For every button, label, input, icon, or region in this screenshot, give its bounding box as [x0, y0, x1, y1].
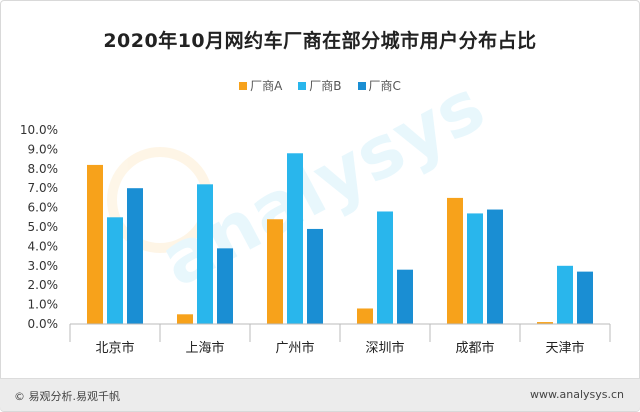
x-category-label: 上海市: [185, 340, 224, 356]
x-category-label: 北京市: [95, 340, 134, 356]
y-tick-label: 0.0%: [28, 317, 59, 331]
legend-label-b: 厂商B: [309, 79, 342, 93]
x-category-label: 深圳市: [365, 340, 404, 356]
legend-label-a: 厂商A: [250, 79, 283, 93]
bar-厂商B-上海市: [197, 184, 213, 324]
bar-厂商A-成都市: [447, 197, 463, 324]
x-category-label: 天津市: [545, 340, 584, 356]
bar-厂商B-广州市: [287, 153, 303, 324]
bar-厂商C-成都市: [487, 209, 503, 324]
legend-item-c: 厂商C: [357, 77, 401, 94]
watermark: analysys: [107, 63, 497, 303]
bar-厂商C-天津市: [577, 271, 593, 324]
bar-厂商C-深圳市: [397, 269, 413, 324]
legend-swatch-b: [298, 81, 307, 90]
footer-copyright: © 易观分析.易观千帆: [14, 390, 120, 403]
footer-website-link[interactable]: www.analysys.cn: [530, 388, 624, 401]
x-category-label: 广州市: [275, 340, 314, 356]
legend-label-c: 厂商C: [368, 79, 401, 93]
y-tick-label: 10.0%: [20, 123, 58, 137]
chart-title: 2020年10月网约车厂商在部分城市用户分布占比: [103, 30, 537, 52]
bar-厂商C-广州市: [307, 228, 323, 324]
y-tick-label: 1.0%: [28, 298, 59, 312]
y-tick-label: 8.0%: [28, 162, 59, 176]
y-tick-label: 5.0%: [28, 220, 59, 234]
bar-厂商A-上海市: [177, 314, 193, 324]
bar-厂商A-北京市: [87, 164, 103, 324]
bar-厂商B-成都市: [467, 213, 483, 324]
y-tick-label: 4.0%: [28, 239, 59, 253]
x-category-label: 成都市: [455, 340, 494, 356]
y-tick-label: 9.0%: [28, 142, 59, 156]
legend-item-b: 厂商B: [298, 77, 342, 94]
bar-厂商A-深圳市: [357, 308, 373, 324]
legend-item-a: 厂商A: [239, 77, 282, 94]
bar-厂商B-北京市: [107, 217, 123, 324]
bar-厂商A-天津市: [537, 322, 553, 324]
bar-厂商A-广州市: [267, 219, 283, 324]
y-tick-label: 7.0%: [28, 181, 59, 195]
bar-厂商C-上海市: [217, 248, 233, 324]
x-axis: 北京市 上海市 广州市 深圳市 成都市 天津市: [69, 323, 611, 356]
chart-legend: 厂商A 厂商B 厂商C: [0, 77, 640, 94]
footer: © 易观分析.易观千帆 www.analysys.cn: [0, 378, 640, 411]
y-tick-label: 6.0%: [28, 201, 59, 215]
legend-swatch-a: [239, 81, 248, 90]
bar-厂商B-天津市: [557, 265, 573, 324]
y-axis: 0.0% 1.0% 2.0% 3.0% 4.0% 5.0% 6.0% 7.0% 8.0% 9.0%…: [20, 123, 58, 331]
bar-厂商B-深圳市: [377, 211, 393, 324]
bar-厂商C-北京市: [127, 188, 143, 324]
y-tick-label: 3.0%: [28, 259, 59, 273]
legend-swatch-c: [357, 81, 366, 90]
bars: [87, 153, 593, 324]
y-tick-label: 2.0%: [28, 278, 59, 292]
